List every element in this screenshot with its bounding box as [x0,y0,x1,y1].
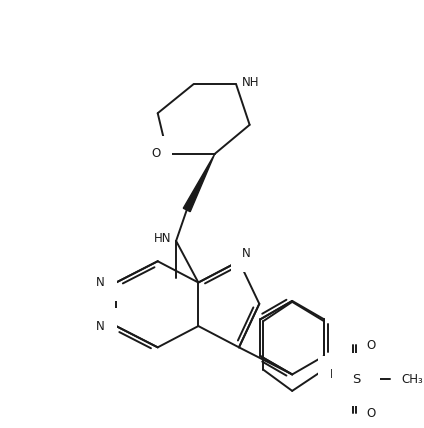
Text: N: N [96,276,105,289]
Text: S: S [352,373,360,386]
Text: O: O [366,339,375,352]
Text: CH₃: CH₃ [402,373,423,386]
Text: N: N [329,368,338,381]
Text: N: N [96,320,105,333]
Text: O: O [366,407,375,419]
Text: HN: HN [154,232,171,246]
Text: NH: NH [242,76,259,89]
Text: O: O [151,147,160,160]
Polygon shape [183,154,215,212]
Text: N: N [243,247,251,260]
